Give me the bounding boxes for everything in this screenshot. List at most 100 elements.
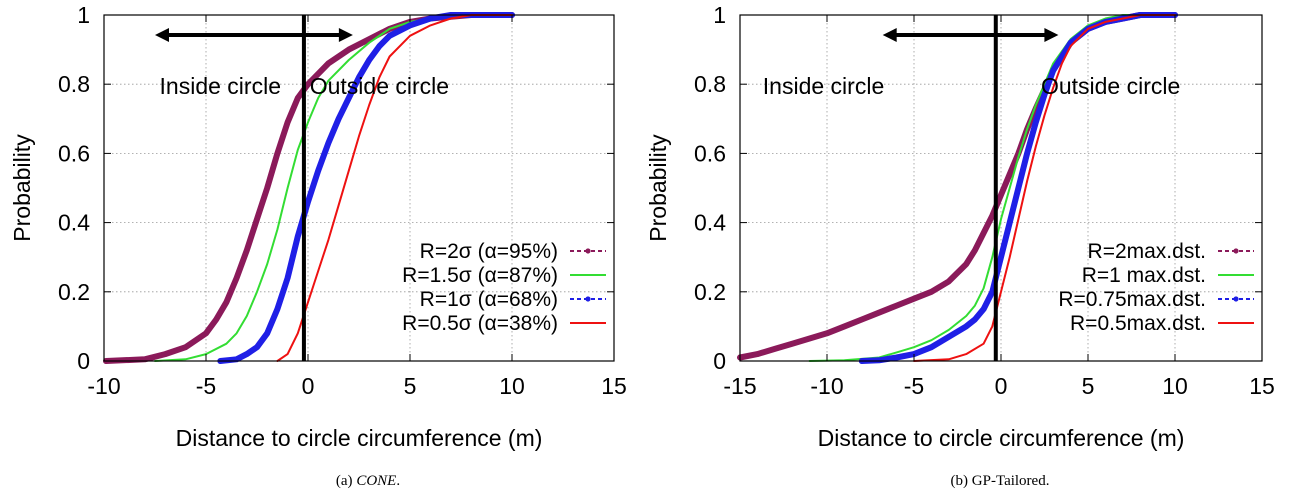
panel-a-y-tick-label: 0.4: [58, 210, 90, 236]
panel-a-x-tick-label: 0: [302, 373, 315, 399]
panel-a-series-0-point: [264, 185, 270, 191]
panel-a-series-0-point: [315, 71, 321, 77]
panel-a-series-2-point: [274, 306, 280, 312]
panel-b-series-0-point: [963, 261, 969, 267]
panel-b-series-0-point: [911, 296, 917, 302]
panel-a-series-0-point: [285, 119, 291, 125]
panel-b-series-2-point: [1033, 119, 1039, 125]
panel-b-series-2-point: [1024, 150, 1030, 156]
panel-a-x-tick-label: -5: [196, 373, 216, 399]
panel-b-series-2-point: [876, 357, 882, 363]
panel-b-legend-label-0: R=2max.dst.: [1088, 240, 1206, 263]
panel-a-series-0-point: [325, 60, 331, 67]
panel-b-series-2-point: [1041, 91, 1048, 98]
panel-b-series-0-point: [841, 323, 848, 329]
panel-a-legend-marker-2: [585, 296, 591, 302]
panel-a-series-line-1: [154, 14, 473, 362]
panel-a-series-2-point: [325, 140, 331, 146]
panel-a-y-tick-label: 0.2: [58, 279, 90, 305]
panel-a-annotation-outside: Outside circle: [310, 73, 449, 99]
panel-b-arrow-left-head: [882, 28, 897, 42]
panel-b-arrow-right-head: [1044, 28, 1059, 42]
panel-a-series-2-point: [387, 33, 393, 39]
panel-b-x-tick-label: -10: [810, 373, 843, 399]
panel-a-series-0-point: [305, 81, 311, 87]
panel-b-series-0-point: [928, 289, 935, 295]
panel-a-series-2-point: [264, 330, 270, 336]
panel-b-series-2-point: [989, 289, 995, 295]
panel-a-x-tick-label: 15: [601, 373, 627, 399]
panel-a-series-2-point: [254, 344, 260, 350]
panel-b-x-tick-label: 10: [1162, 373, 1188, 399]
panel-a-series-0-point: [346, 47, 352, 53]
panel-a-series-2-point: [295, 233, 301, 240]
panel-a-annotation-inside: Inside circle: [160, 73, 281, 99]
panel-b-y-tick-label: 0: [713, 348, 726, 374]
panel-b-series-0-point: [1007, 171, 1013, 177]
panel-b-y-tick-label: 0.4: [694, 210, 726, 236]
panel-a-series-2-point: [346, 95, 352, 101]
panel-b-series-2-point: [981, 306, 987, 312]
panel-b-series-0-point: [998, 192, 1004, 198]
panel-b-series-0-point: [972, 247, 978, 253]
panel-b-caption: (b) GP-Tailored.: [951, 473, 1050, 489]
panel-b-y-tick-label: 0.6: [694, 140, 726, 166]
panel-b-x-tick-label: 0: [995, 373, 1008, 399]
panel-a-legend-label-3: R=0.5σ (α=38%): [402, 312, 558, 335]
panel-a-series-0-point: [162, 351, 168, 357]
panel-a-x-tick-label: 5: [404, 373, 417, 399]
panel-b-x-tick-label: -15: [723, 373, 756, 399]
panel-b-x-axis-label: Distance to circle circumference (m): [818, 425, 1185, 451]
panel-b-series-2-point: [963, 323, 969, 329]
panel-a-series-0-point: [183, 344, 189, 350]
panel-b-series-0-point: [989, 213, 995, 219]
panel-b-legend-marker-2: [1233, 296, 1239, 302]
panel-a-legend-label-1: R=1.5σ (α=87%): [402, 264, 558, 287]
panel-b-series-2-point: [946, 334, 952, 340]
panel-a-series-2-point: [336, 116, 342, 122]
panel-a-series-0-point: [366, 36, 372, 42]
panel-b-series-0-point: [807, 335, 813, 342]
panel-a-series-2-point: [315, 168, 321, 174]
panel-b-series-2-point: [1007, 220, 1013, 226]
panel-a-series-2-point: [244, 351, 250, 357]
panel-a-x-tick-label: 10: [499, 373, 525, 399]
panel-a-series-0-point: [203, 330, 209, 336]
panel-b-legend-marker-0: [1233, 248, 1239, 254]
panel-b-series-0-point: [824, 330, 830, 336]
panel-a-series-0-point: [274, 150, 280, 156]
panel-a-y-tick-label: 0.8: [58, 71, 90, 97]
panel-a-series-2-point: [356, 74, 362, 80]
panel-b-series-0-point: [754, 351, 761, 357]
panel-a-legend-label-2: R=1σ (α=68%): [420, 288, 558, 311]
panel-b-series-2-point: [1015, 185, 1022, 191]
panel-a-y-tick-label: 0.6: [58, 140, 90, 166]
panel-b-legend-label-2: R=0.75max.dst.: [1058, 288, 1206, 311]
panel-a-series-0-point: [223, 299, 229, 305]
panel-b-y-tick-label: 1: [713, 2, 726, 28]
panel-a-series-0-point: [254, 216, 260, 222]
panel-b-series-0-point: [894, 303, 900, 309]
panel-b-series-0-point: [981, 230, 987, 236]
panel-b-y-tick-label: 0.8: [694, 71, 726, 97]
panel-a-caption: (a) CONE.: [336, 473, 400, 489]
panel-b-legend-label-3: R=0.5max.dst.: [1070, 312, 1206, 335]
panel-a-arrow-right-head: [338, 28, 353, 42]
panel-a-arrow-left-head: [155, 28, 169, 42]
panel-b-x-tick-label: 5: [1082, 373, 1095, 399]
panel-a-series-2-point: [285, 275, 291, 281]
panel-a-y-tick-label: 1: [77, 2, 90, 28]
panel-a-series-0-point: [295, 95, 301, 101]
panel-a-series-line-2: [217, 12, 515, 364]
panel-a-series-2-point: [305, 199, 311, 205]
panel-a-legend-marker-0: [585, 248, 591, 254]
panel-b-y-axis-label: Probability: [645, 134, 671, 242]
panel-b-legend-label-1: R=1 max.dst.: [1082, 264, 1206, 287]
panel-a-plot-frame: [103, 14, 615, 362]
panel-b-series-2-point: [1050, 67, 1056, 73]
panel-b-series-0-point: [946, 278, 952, 285]
panel-a-series-0-point: [234, 275, 240, 281]
panel-b-series-0-point: [772, 346, 778, 352]
panel-a-y-axis-label: Probability: [9, 134, 35, 242]
